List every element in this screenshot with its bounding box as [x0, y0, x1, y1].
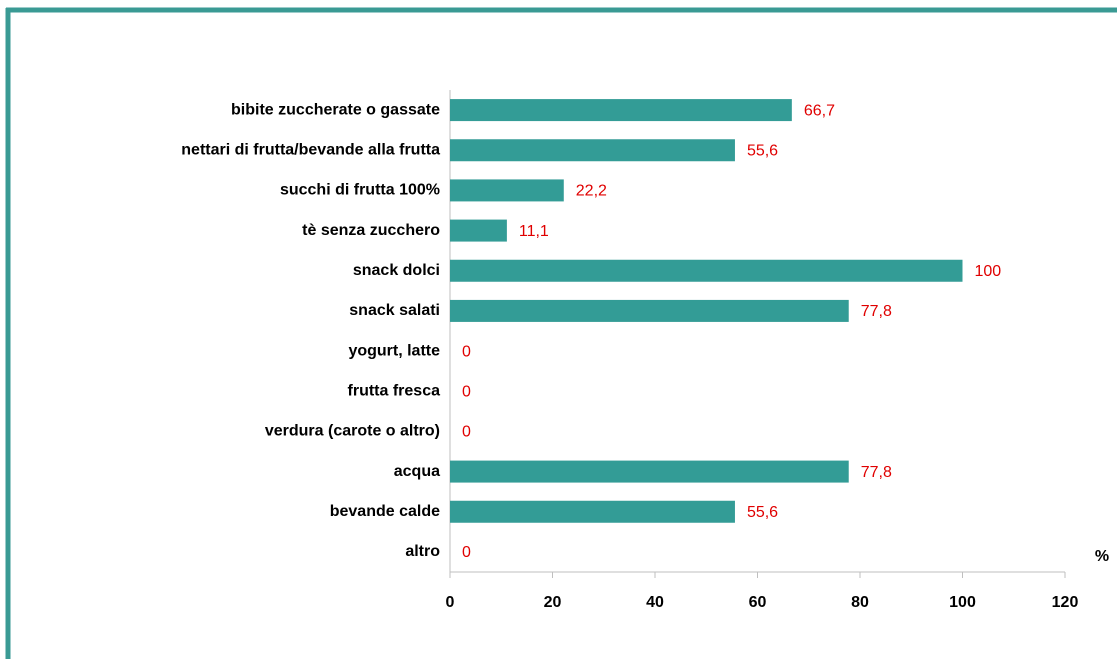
value-label: 66,7 [804, 102, 835, 119]
y-tick-label: snack salati [349, 302, 440, 319]
bar [450, 139, 735, 162]
y-tick-label: nettari di frutta/bevande alla frutta [181, 141, 440, 158]
x-tick-label: 60 [749, 594, 767, 611]
value-label: 77,8 [861, 303, 892, 320]
value-label: 0 [462, 383, 471, 400]
x-tick-label: 0 [446, 594, 455, 611]
value-label: 100 [975, 263, 1002, 280]
y-tick-label: tè senza zucchero [302, 222, 440, 239]
bar [450, 179, 564, 202]
x-tick-label: 80 [851, 594, 869, 611]
y-tick-label: succhi di frutta 100% [280, 182, 440, 199]
bar [450, 460, 849, 483]
bar [450, 299, 849, 322]
x-axis-label: % [1095, 548, 1109, 565]
y-tick-label: bevande calde [330, 503, 440, 520]
value-label: 0 [462, 544, 471, 561]
y-tick-label: frutta fresca [348, 382, 441, 399]
y-tick-label: verdura (carote o altro) [265, 423, 440, 440]
x-tick-label: 100 [949, 594, 976, 611]
value-label: 55,6 [747, 142, 778, 159]
bar [450, 500, 735, 523]
value-label: 0 [462, 343, 471, 360]
y-tick-label: snack dolci [353, 262, 440, 279]
value-label: 0 [462, 424, 471, 441]
value-label: 77,8 [861, 464, 892, 481]
y-tick-label: yogurt, latte [348, 342, 440, 359]
value-label: 55,6 [747, 504, 778, 521]
y-tick-label: altro [405, 543, 440, 560]
x-tick-label: 20 [544, 594, 562, 611]
y-tick-label: bibite zuccherate o gassate [231, 101, 440, 118]
bar [450, 259, 963, 282]
x-tick-label: 120 [1052, 594, 1079, 611]
x-tick-label: 40 [646, 594, 664, 611]
value-label: 22,2 [576, 183, 607, 200]
bar [450, 99, 792, 122]
y-tick-label: acqua [394, 463, 440, 480]
value-label: 11,1 [519, 223, 549, 240]
bar [450, 219, 507, 242]
